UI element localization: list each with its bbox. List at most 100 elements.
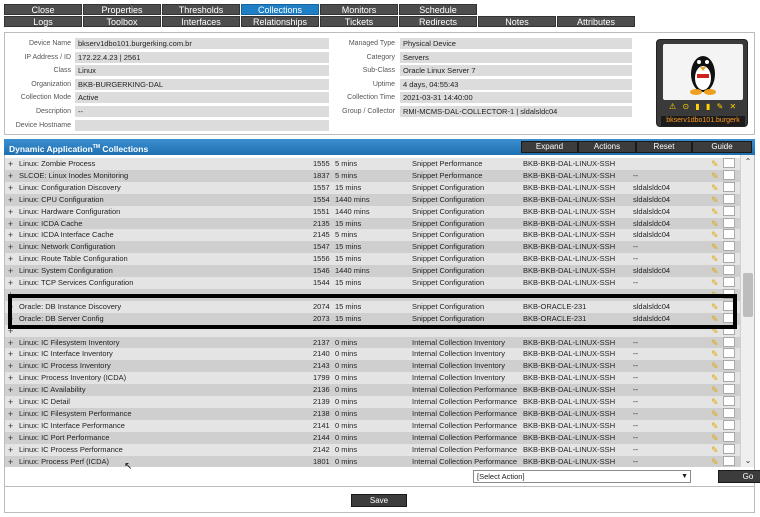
collection-name[interactable]: Linux: ICDA Cache (19, 218, 83, 228)
table-row[interactable]: + Linux: ICDA Interface Cache 2145 5 mins Sn… (5, 229, 740, 242)
table-row[interactable]: + Linux: Zombie Process 1555 5 mins Snippet … (5, 158, 740, 170)
save-button[interactable]: Save (351, 494, 407, 507)
device-status-icons[interactable]: ⚠ ⊙ ▮ ▮ ✎ ✕ (669, 102, 739, 111)
edit-icon[interactable]: ✎ (711, 170, 719, 181)
expand-icon[interactable]: + (8, 230, 14, 241)
table-row[interactable]: + Linux: IC Availability 2136 0 mins Interna… (5, 384, 740, 397)
collection-name[interactable]: Linux: ICDA Interface Cache (19, 230, 114, 240)
table-row[interactable]: + Linux: IC Process Performance 2142 0 mins… (5, 443, 740, 456)
edit-icon[interactable]: ✎ (711, 194, 719, 205)
edit-icon[interactable]: ✎ (711, 385, 719, 396)
edit-icon[interactable]: ✎ (711, 408, 719, 419)
tab-collections[interactable]: Collections (241, 4, 319, 15)
row-checkbox[interactable] (723, 181, 735, 192)
row-checkbox[interactable] (723, 372, 735, 383)
row-checkbox[interactable] (723, 277, 735, 287)
collection-name[interactable]: Linux: Route Table Configuration (19, 254, 128, 264)
edit-icon[interactable]: ✎ (711, 325, 719, 336)
collection-name[interactable]: Linux: CPU Configuration (19, 194, 104, 204)
reset-button[interactable]: Reset (636, 141, 692, 153)
edit-icon[interactable]: ✎ (711, 266, 719, 277)
edit-icon[interactable]: ✎ (711, 206, 719, 217)
expand-icon[interactable]: + (8, 242, 14, 253)
expand-icon[interactable]: + (8, 397, 14, 407)
tab-notes[interactable]: Notes (478, 16, 556, 27)
expand-icon[interactable]: + (8, 349, 14, 360)
actions-button[interactable]: Actions (578, 141, 636, 153)
table-row[interactable]: + Linux: IC Process Inventory 2143 0 mins In… (5, 360, 740, 373)
edit-icon[interactable]: ✎ (711, 159, 719, 169)
table-row[interactable]: + ✎ (5, 288, 740, 301)
row-checkbox[interactable] (723, 419, 735, 430)
scroll-thumb[interactable] (743, 273, 753, 317)
expand-icon[interactable]: + (8, 337, 14, 348)
row-checkbox[interactable] (723, 241, 735, 252)
table-row[interactable]: + Linux: Network Configuration 1547 15 mins… (5, 241, 740, 254)
tab-toolbox[interactable]: Toolbox (83, 16, 161, 27)
expand-icon[interactable]: + (8, 194, 14, 205)
table-row[interactable]: + Linux: IC Detail 2139 0 mins Internal Coll… (5, 396, 740, 408)
collection-name[interactable]: Linux: IC Filesystem Inventory (19, 337, 120, 347)
edit-icon[interactable]: ✎ (711, 456, 719, 467)
table-row[interactable]: + Linux: IC Interface Performance 2141 0 mi… (5, 419, 740, 432)
row-checkbox[interactable] (723, 443, 735, 454)
edit-icon[interactable]: ✎ (711, 373, 719, 384)
edit-icon[interactable]: ✎ (711, 313, 719, 324)
edit-icon[interactable]: ✎ (711, 301, 719, 312)
expand-icon[interactable]: + (8, 289, 14, 300)
edit-icon[interactable]: ✎ (711, 218, 719, 229)
collection-name[interactable]: Linux: Hardware Configuration (19, 206, 121, 216)
expand-icon[interactable]: + (8, 361, 14, 372)
table-row[interactable]: + Linux: IC Port Performance 2144 0 mins Int… (5, 431, 740, 444)
edit-icon[interactable]: ✎ (711, 337, 719, 348)
row-checkbox[interactable] (723, 288, 735, 299)
table-row[interactable]: + SLCOE: Linux Inodes Monitoring 1837 5 min… (5, 169, 740, 182)
expand-icon[interactable]: + (8, 206, 14, 217)
table-row[interactable]: + Oracle: DB Instance Discovery 2074 15 min… (5, 300, 740, 313)
table-row[interactable]: + Linux: IC Interface Inventory 2140 0 mins… (5, 348, 740, 361)
edit-icon[interactable]: ✎ (711, 432, 719, 443)
collection-name[interactable]: Linux: IC Filesystem Performance (19, 408, 132, 418)
row-checkbox[interactable] (723, 348, 735, 359)
edit-icon[interactable]: ✎ (711, 361, 719, 372)
expand-icon[interactable]: + (8, 408, 14, 419)
edit-icon[interactable]: ✎ (711, 254, 719, 265)
collection-name[interactable]: Linux: System Configuration (19, 266, 113, 276)
tab-attributes[interactable]: Attributes (557, 16, 635, 27)
row-checkbox[interactable] (723, 312, 735, 323)
edit-icon[interactable]: ✎ (711, 397, 719, 407)
row-checkbox[interactable] (723, 253, 735, 264)
expand-icon[interactable]: + (8, 373, 14, 384)
row-checkbox[interactable] (723, 205, 735, 216)
collection-name[interactable]: Linux: Zombie Process (19, 159, 96, 168)
collection-name[interactable]: Linux: IC Process Inventory (19, 361, 111, 371)
select-action-dropdown[interactable]: [Select Action] ▼ (473, 470, 691, 483)
collection-name[interactable]: Linux: IC Interface Performance (19, 420, 125, 430)
tab-monitors[interactable]: Monitors (320, 4, 398, 15)
collection-name[interactable]: Linux: TCP Services Configuration (19, 278, 134, 287)
expand-icon[interactable]: + (8, 444, 14, 455)
edit-icon[interactable]: ✎ (711, 230, 719, 241)
collection-name[interactable]: Oracle: DB Instance Discovery (19, 301, 122, 311)
expand-icon[interactable]: + (8, 278, 14, 288)
expand-icon[interactable]: + (8, 266, 14, 277)
row-checkbox[interactable] (723, 265, 735, 276)
collection-name[interactable]: Linux: IC Interface Inventory (19, 349, 113, 359)
expand-icon[interactable]: + (8, 170, 14, 181)
tab-schedule[interactable]: Schedule (399, 4, 477, 15)
row-checkbox[interactable] (723, 336, 735, 347)
collection-name[interactable]: Linux: Configuration Discovery (19, 182, 121, 192)
table-row[interactable]: + Linux: IC Filesystem Inventory 2137 0 min… (5, 336, 740, 349)
row-checkbox[interactable] (723, 158, 735, 168)
row-checkbox[interactable] (723, 455, 735, 466)
row-checkbox[interactable] (723, 384, 735, 395)
edit-icon[interactable]: ✎ (711, 278, 719, 288)
row-checkbox[interactable] (723, 300, 735, 311)
collection-name[interactable]: Linux: Process Perf (ICDA) (19, 456, 110, 466)
expand-icon[interactable]: + (8, 159, 14, 169)
expand-button[interactable]: Expand (521, 141, 578, 153)
collection-name[interactable]: Linux: IC Detail (19, 397, 70, 406)
row-checkbox[interactable] (723, 169, 735, 180)
row-checkbox[interactable] (723, 431, 735, 442)
expand-icon[interactable]: + (8, 456, 14, 467)
